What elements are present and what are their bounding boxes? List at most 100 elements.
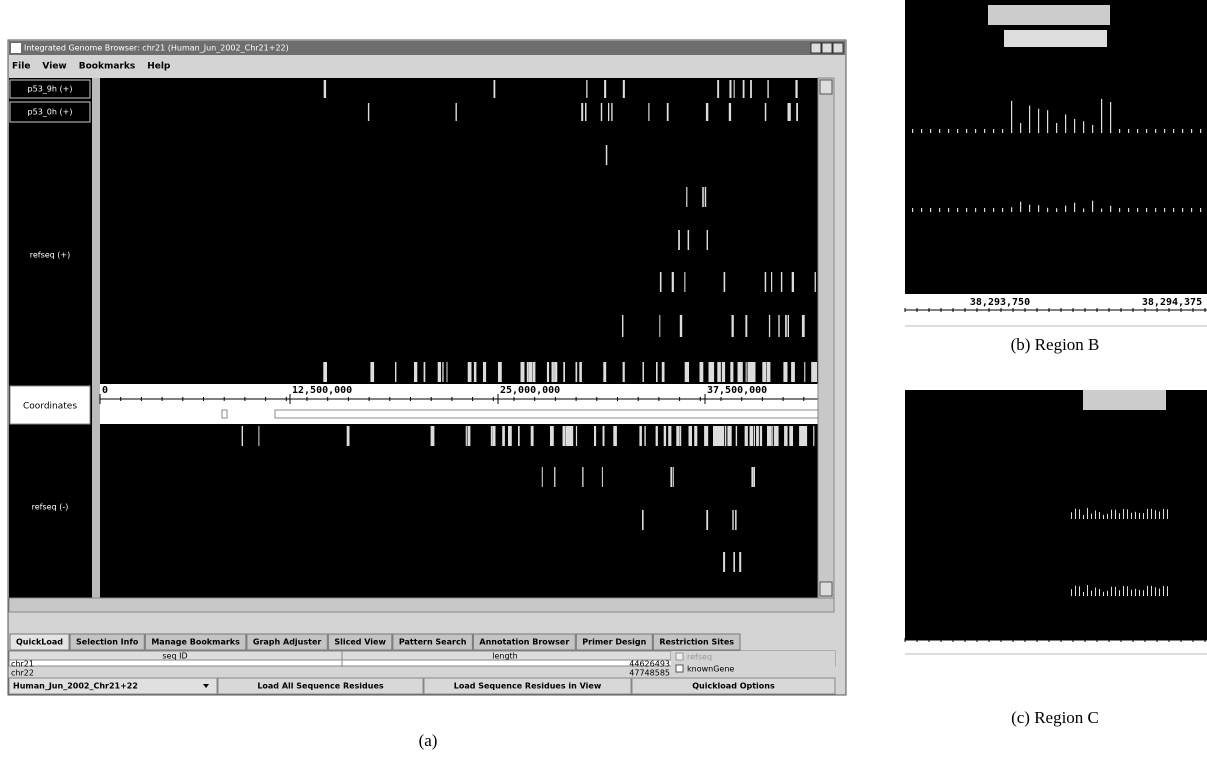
menu-item[interactable]: Help bbox=[147, 62, 171, 72]
feature bbox=[1167, 586, 1168, 596]
feature bbox=[1147, 586, 1148, 596]
feature bbox=[447, 362, 448, 382]
feature bbox=[788, 315, 789, 337]
feature bbox=[491, 426, 493, 446]
v-scrollbar[interactable] bbox=[818, 78, 834, 598]
feature bbox=[746, 362, 747, 382]
feature bbox=[689, 426, 692, 446]
feature bbox=[1167, 509, 1168, 519]
feature bbox=[1110, 102, 1111, 133]
feature bbox=[563, 426, 566, 446]
splitter[interactable] bbox=[92, 78, 100, 598]
feature bbox=[750, 80, 752, 98]
feature bbox=[533, 362, 536, 382]
button-label[interactable]: Load All Sequence Residues bbox=[257, 682, 384, 691]
feature bbox=[623, 362, 625, 382]
menu-item[interactable]: File bbox=[12, 62, 30, 72]
label-panel bbox=[9, 78, 92, 598]
feature bbox=[719, 426, 722, 446]
feature bbox=[1038, 109, 1039, 133]
feature bbox=[694, 426, 697, 446]
feature bbox=[1002, 129, 1003, 133]
feature bbox=[680, 426, 681, 446]
feature bbox=[1115, 510, 1116, 519]
tab-label[interactable]: QuickLoad bbox=[16, 638, 63, 647]
cell[interactable]: 47748585 bbox=[629, 669, 670, 678]
feature bbox=[614, 426, 617, 446]
feature bbox=[1020, 123, 1021, 133]
feature bbox=[680, 315, 682, 337]
feature bbox=[550, 426, 554, 446]
feature bbox=[724, 272, 726, 292]
feature bbox=[781, 272, 782, 292]
feature bbox=[745, 426, 748, 446]
feature bbox=[576, 362, 578, 382]
minimize[interactable] bbox=[811, 43, 821, 53]
scroll-up[interactable] bbox=[820, 80, 832, 94]
feature bbox=[1029, 205, 1030, 212]
feature bbox=[469, 426, 470, 446]
cell[interactable]: chr22 bbox=[11, 669, 34, 678]
dropdown-value[interactable]: Human_Jun_2002_Chr21+22 bbox=[13, 682, 138, 691]
feature bbox=[1071, 512, 1072, 519]
close[interactable] bbox=[833, 43, 843, 53]
feature bbox=[921, 129, 922, 133]
feature bbox=[966, 208, 967, 212]
button-label[interactable]: Quickload Options bbox=[692, 682, 775, 691]
feature bbox=[785, 362, 788, 382]
feature bbox=[686, 187, 687, 207]
feature bbox=[736, 426, 737, 446]
feature bbox=[1119, 208, 1120, 212]
tab-label[interactable]: Annotation Browser bbox=[479, 638, 569, 647]
feature bbox=[813, 426, 814, 446]
feature bbox=[957, 129, 958, 133]
feature bbox=[722, 362, 725, 382]
button-label[interactable]: Load Sequence Residues in View bbox=[454, 682, 602, 691]
feature bbox=[431, 426, 435, 446]
menu-item[interactable]: Bookmarks bbox=[79, 62, 135, 72]
caption: (b) Region B bbox=[1011, 335, 1100, 354]
feature bbox=[323, 362, 327, 382]
h-scrollbar[interactable] bbox=[9, 598, 834, 612]
feature bbox=[1163, 509, 1164, 519]
maximize[interactable] bbox=[822, 43, 832, 53]
feature bbox=[242, 426, 243, 446]
feature bbox=[1101, 99, 1102, 133]
feature bbox=[706, 103, 708, 121]
tab-label[interactable]: Primer Design bbox=[582, 638, 646, 647]
coord-label: 37,500,000 bbox=[707, 385, 767, 396]
cell[interactable]: 44626493 bbox=[629, 660, 670, 669]
feature bbox=[466, 426, 467, 446]
feature bbox=[1099, 512, 1100, 519]
menu-item[interactable]: View bbox=[42, 62, 66, 72]
feature bbox=[1147, 509, 1148, 519]
checkbox[interactable] bbox=[676, 665, 683, 672]
scroll-down[interactable] bbox=[820, 582, 832, 596]
feature bbox=[1146, 129, 1147, 133]
tab-label[interactable]: Graph Adjuster bbox=[253, 638, 321, 647]
feature bbox=[705, 187, 707, 207]
feature bbox=[1101, 209, 1102, 212]
feature bbox=[456, 103, 457, 121]
tab-label[interactable]: Restriction Sites bbox=[659, 638, 734, 647]
window-buttons[interactable] bbox=[811, 43, 843, 53]
checkbox[interactable] bbox=[676, 653, 683, 660]
feature bbox=[643, 362, 645, 382]
feature bbox=[498, 362, 502, 382]
feature bbox=[948, 129, 949, 133]
feature bbox=[660, 272, 662, 292]
tab-label[interactable]: Pattern Search bbox=[399, 638, 467, 647]
feature bbox=[468, 362, 472, 382]
tab-label[interactable]: Manage Bookmarks bbox=[151, 638, 240, 647]
feature bbox=[921, 208, 922, 212]
feature bbox=[939, 129, 940, 133]
cell[interactable]: chr21 bbox=[11, 660, 34, 669]
coord-label: 0 bbox=[102, 385, 108, 396]
feature bbox=[745, 315, 747, 337]
feature bbox=[554, 467, 555, 487]
feature bbox=[1110, 206, 1111, 212]
tab-label[interactable]: Selection Info bbox=[76, 638, 139, 647]
tab-label[interactable]: Sliced View bbox=[334, 638, 386, 647]
feature bbox=[1128, 208, 1129, 212]
feature bbox=[370, 362, 374, 382]
